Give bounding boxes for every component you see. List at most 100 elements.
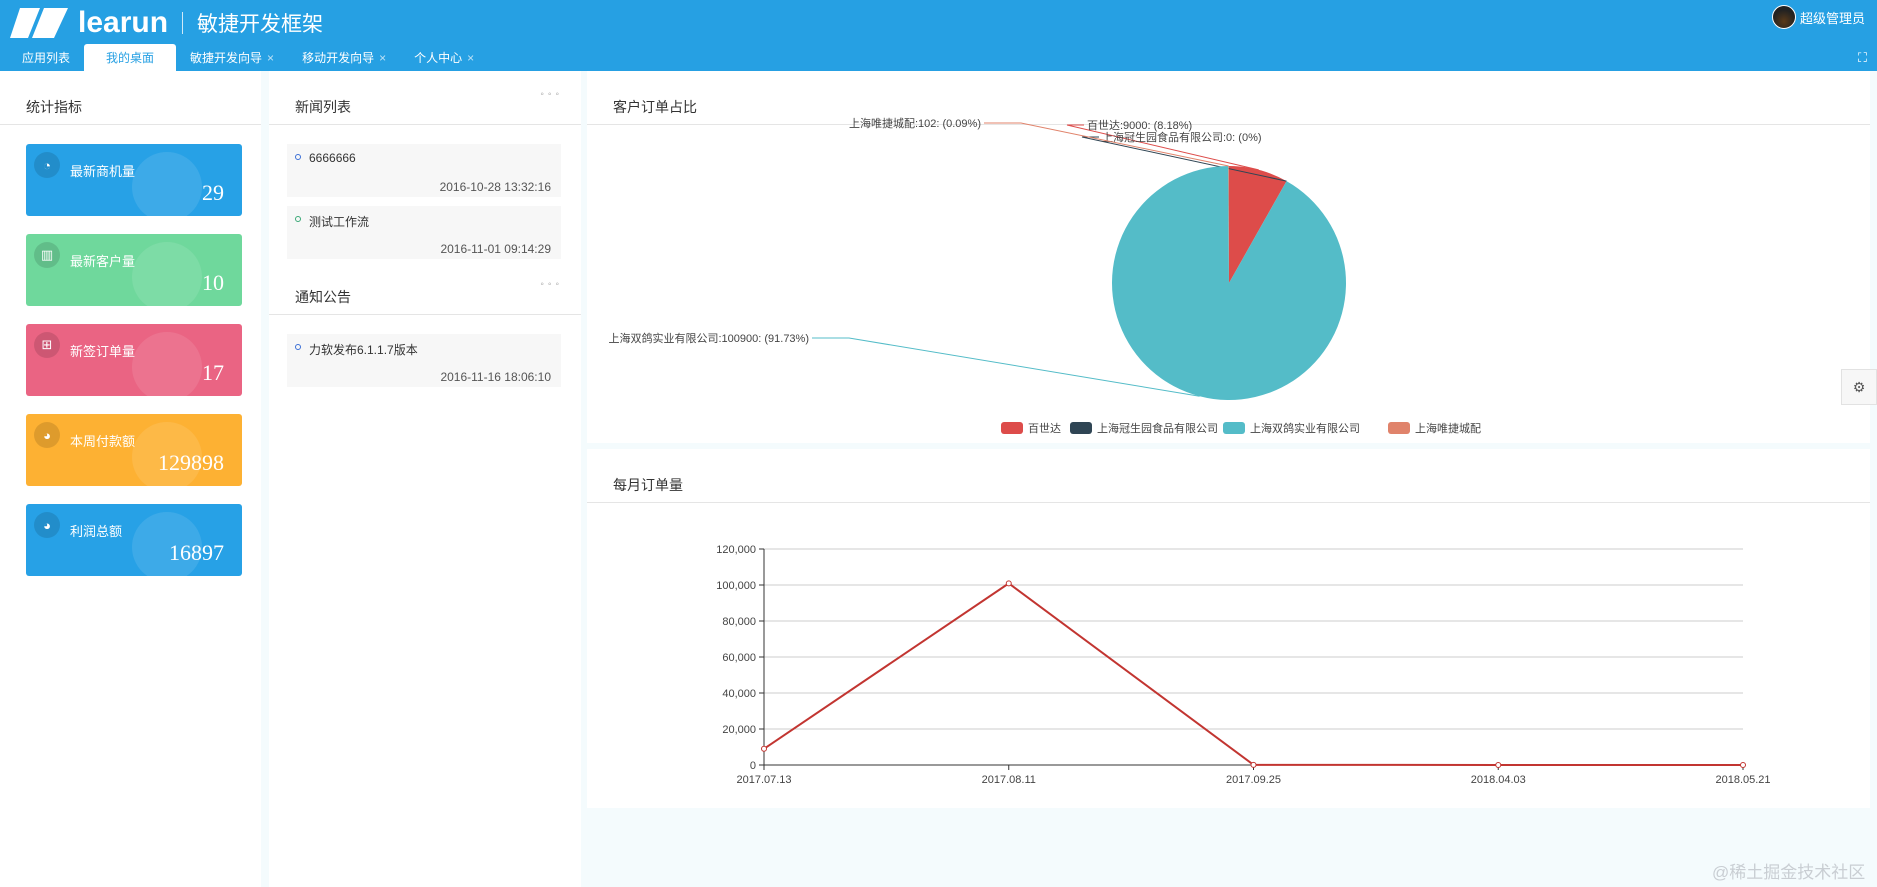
pie-slice[interactable] bbox=[1112, 166, 1346, 400]
list-item[interactable]: 测试工作流 2016-11-01 09:14:29 bbox=[287, 206, 561, 259]
pie-chart-icon: ◔ bbox=[34, 152, 60, 178]
tab-label: 移动开发向导 bbox=[302, 51, 375, 65]
close-icon[interactable]: × bbox=[379, 50, 387, 65]
card-watermark-icon bbox=[132, 422, 202, 486]
bullet-icon bbox=[295, 154, 301, 160]
legend-label[interactable]: 百世达 bbox=[1028, 422, 1061, 435]
pie-title: 客户订单占比 bbox=[587, 71, 1870, 125]
tab-1[interactable]: 我的桌面 bbox=[84, 44, 177, 71]
y-tick-label: 120,000 bbox=[716, 544, 756, 556]
user-name: 超级管理员 bbox=[1799, 10, 1865, 26]
card-label: 利润总额 bbox=[70, 524, 123, 539]
tab-0[interactable]: 应用列表 bbox=[8, 44, 84, 71]
y-tick-label: 80,000 bbox=[722, 616, 756, 628]
news-title-text: 新闻列表 bbox=[295, 99, 351, 115]
line-panel: 每月订单量 0 20,000 40,000 60,000 80,000 100,000 12… bbox=[587, 449, 1870, 808]
data-point[interactable] bbox=[1005, 580, 1012, 587]
more-icon[interactable]: ◦◦◦ bbox=[540, 279, 563, 290]
fullscreen-icon[interactable]: ⛶ bbox=[1857, 50, 1867, 65]
settings-button[interactable]: ⚙ bbox=[1841, 369, 1877, 405]
news-panel: 新闻列表 ◦◦◦ 6666666 2016-10-28 13:32:16 测试工作流 2… bbox=[269, 71, 581, 887]
watermark: @稀土掘金技术社区 bbox=[1712, 863, 1866, 882]
tab-label: 应用列表 bbox=[22, 51, 71, 65]
close-icon[interactable]: × bbox=[467, 50, 475, 65]
x-tick-label: 2018.05.21 bbox=[1715, 774, 1770, 786]
card-watermark-icon bbox=[132, 332, 202, 396]
legend-swatch[interactable] bbox=[1001, 422, 1023, 434]
list-item[interactable]: 6666666 2016-10-28 13:32:16 bbox=[287, 144, 561, 197]
stat-card[interactable]: ▥ 最新客户量 10 bbox=[26, 234, 242, 306]
x-tick-label: 2018.04.03 bbox=[1471, 774, 1526, 786]
pie-data-label: 上海双鸽实业有限公司:100900: (91.73%) bbox=[608, 331, 809, 345]
legend-label[interactable]: 上海唯捷城配 bbox=[1415, 421, 1481, 435]
notice-title-text: 通知公告 bbox=[295, 289, 351, 305]
y-tick-label: 0 bbox=[750, 760, 756, 772]
brand-subtitle: 敏捷开发框架 bbox=[197, 13, 324, 36]
y-tick-label: 20,000 bbox=[722, 724, 756, 736]
notice-title: 通知公告 ◦◦◦ bbox=[269, 261, 581, 315]
legend-label[interactable]: 上海双鸽实业有限公司 bbox=[1250, 421, 1360, 435]
data-point[interactable] bbox=[1495, 762, 1502, 768]
card-label: 本周付款额 bbox=[70, 434, 136, 449]
tab-2[interactable]: 敏捷开发向导 × bbox=[176, 44, 288, 71]
x-tick-label: 2017.08.11 bbox=[982, 774, 1036, 786]
stats-panel: 统计指标 ◔ 最新商机量 29 ▥ 最新客户量 10 ⊞ 新签订单量 17 ◕ 本周付款额 12989… bbox=[0, 71, 261, 887]
item-title: 力软发布6.1.1.7版本 bbox=[309, 343, 418, 357]
pie-data-label: 上海冠生园食品有限公司:0: (0%) bbox=[1102, 130, 1262, 144]
tab-label: 个人中心 bbox=[414, 51, 463, 65]
more-icon[interactable]: ◦◦◦ bbox=[540, 89, 563, 100]
globe-icon: ◕ bbox=[34, 422, 60, 448]
legend-swatch[interactable] bbox=[1223, 422, 1245, 434]
card-value: 10 bbox=[202, 270, 224, 295]
line-chart: 0 20,000 40,000 60,000 80,000 100,000 120,000 2… bbox=[716, 544, 1770, 786]
pie-data-label: 百世达:9000: (8.18%) bbox=[1087, 119, 1192, 132]
data-point[interactable] bbox=[1740, 762, 1746, 768]
stat-card[interactable]: ◔ 最新商机量 29 bbox=[26, 144, 242, 216]
item-title: 6666666 bbox=[309, 151, 356, 165]
item-date: 2016-11-01 09:14:29 bbox=[440, 242, 551, 256]
card-value: 17 bbox=[202, 360, 224, 385]
pie-chart: 百世达:9000: (8.18%)上海冠生园食品有限公司:0: (0%) 上海双鸽… bbox=[608, 116, 1481, 435]
card-value: 129898 bbox=[158, 450, 224, 475]
user-menu[interactable]: 超级管理员 bbox=[1771, 5, 1865, 29]
item-date: 2016-10-28 13:32:16 bbox=[439, 180, 551, 194]
card-value: 29 bbox=[202, 180, 224, 205]
stat-card[interactable]: ◕ 本周付款额 129898 bbox=[26, 414, 242, 486]
data-point[interactable] bbox=[761, 745, 767, 752]
tab-label: 敏捷开发向导 bbox=[190, 51, 263, 65]
item-title: 测试工作流 bbox=[309, 215, 370, 229]
brand-name: learun bbox=[78, 6, 169, 39]
close-icon[interactable]: × bbox=[267, 50, 275, 65]
globe-icon: ◕ bbox=[34, 512, 60, 538]
pie-panel: 客户订单占比 百世达:9000: (8.18%) 上海冠生园食品有限公司:0: (… bbox=[587, 71, 1870, 443]
pie-slice[interactable] bbox=[1229, 166, 1287, 283]
y-tick-label: 60,000 bbox=[722, 652, 756, 664]
y-tick-label: 100,000 bbox=[716, 580, 756, 592]
tab-4[interactable]: 个人中心 × bbox=[400, 44, 488, 71]
item-date: 2016-11-16 18:06:10 bbox=[440, 370, 551, 384]
series-line bbox=[763, 582, 1743, 766]
legend-swatch[interactable] bbox=[1388, 422, 1410, 434]
pie-slice[interactable] bbox=[1228, 166, 1229, 283]
legend-swatch[interactable] bbox=[1070, 422, 1092, 434]
list-item[interactable]: 力软发布6.1.1.7版本 2016-11-16 18:06:10 bbox=[287, 334, 561, 387]
bar-chart-icon: ▥ bbox=[34, 242, 60, 268]
x-tick-label: 2017.09.25 bbox=[1226, 774, 1281, 786]
news-title: 新闻列表 ◦◦◦ bbox=[269, 71, 581, 125]
logo-icon bbox=[10, 8, 68, 38]
divider bbox=[182, 12, 184, 34]
card-label: 最新商机量 bbox=[70, 164, 136, 179]
pie-data-label: 上海唯捷城配:102: (0.09%) bbox=[849, 116, 981, 130]
top-bar: learun 敏捷开发框架 超级管理员 应用列表 我的桌面 敏捷开发向导 × 移动开发向… bbox=[0, 0, 1877, 71]
pie-label-line bbox=[1081, 136, 1287, 182]
stat-card[interactable]: ⊞ 新签订单量 17 bbox=[26, 324, 242, 396]
card-watermark-icon bbox=[132, 242, 202, 306]
stat-card[interactable]: ◕ 利润总额 16897 bbox=[26, 504, 242, 576]
gear-icon: ⚙ bbox=[1852, 378, 1866, 395]
legend-label[interactable]: 上海冠生园食品有限公司 bbox=[1097, 421, 1218, 435]
logo[interactable]: learun 敏捷开发框架 bbox=[10, 6, 323, 40]
data-point[interactable] bbox=[1250, 761, 1257, 768]
bullet-icon bbox=[295, 216, 301, 222]
tab-bar: 应用列表 我的桌面 敏捷开发向导 × 移动开发向导 × 个人中心 × bbox=[8, 44, 488, 71]
tab-3[interactable]: 移动开发向导 × bbox=[288, 44, 400, 71]
